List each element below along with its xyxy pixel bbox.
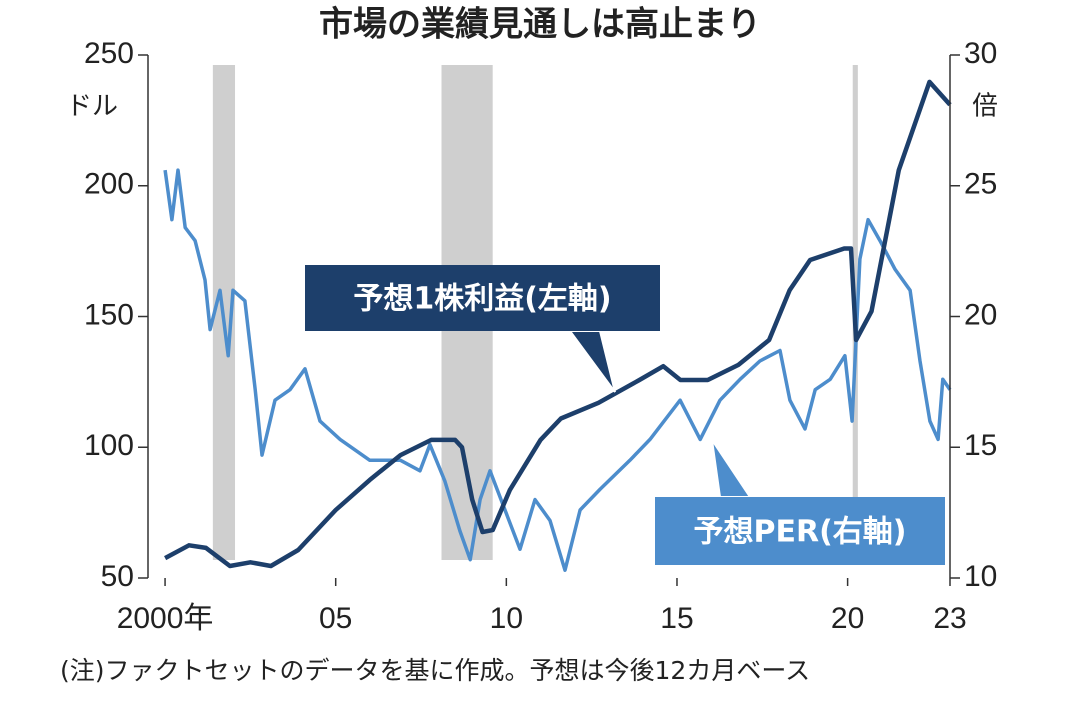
y2-unit: 倍 <box>972 92 998 122</box>
x-tick-label: 10 <box>490 602 523 635</box>
x-tick-label: 20 <box>831 602 864 635</box>
x-tick-label: 23 <box>933 602 966 635</box>
y-tick-label: 250 <box>84 37 134 70</box>
y-tick-label: 50 <box>101 560 134 593</box>
x-tick-label: 2000年 <box>117 602 214 635</box>
y2-tick-label: 15 <box>964 429 997 462</box>
x-tick-label: 05 <box>319 602 352 635</box>
legend-pointer <box>568 330 616 393</box>
y-unit: ドル <box>66 92 118 122</box>
y-tick-label: 150 <box>84 298 134 331</box>
y2-tick-label: 30 <box>964 37 997 70</box>
x-tick-label: 15 <box>660 602 693 635</box>
y2-tick-label: 20 <box>964 298 997 331</box>
chart-title: 市場の業績見通しは高止まり <box>319 5 761 45</box>
note: (注)ファクトセットのデータを基に作成。予想は今後12カ月ベース <box>60 656 810 685</box>
legend-label: 予想PER(右軸) <box>693 515 906 550</box>
y2-tick-label: 25 <box>964 168 997 201</box>
legend-box <box>305 265 660 331</box>
y-tick-label: 100 <box>84 429 134 462</box>
legend-box <box>655 497 945 565</box>
y-tick-label: 200 <box>84 168 134 201</box>
legend-label: 予想1株利益(左軸) <box>353 282 611 317</box>
series-line <box>164 79 952 569</box>
legend-pointer <box>711 439 752 498</box>
y2-tick-label: 10 <box>964 560 997 593</box>
